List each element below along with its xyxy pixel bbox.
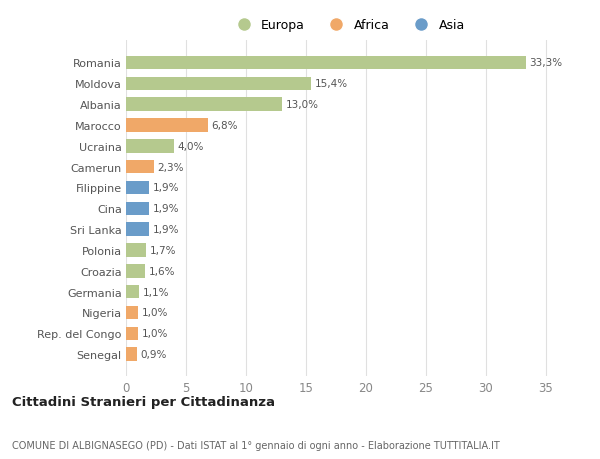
Bar (126, 327, 138, 341)
Bar (126, 202, 149, 216)
Text: 1,1%: 1,1% (143, 287, 169, 297)
Text: 2,3%: 2,3% (157, 162, 184, 172)
Bar (126, 77, 311, 91)
Text: 1,9%: 1,9% (152, 183, 179, 193)
Text: 1,7%: 1,7% (150, 246, 176, 255)
Bar (126, 306, 138, 319)
Bar (126, 140, 174, 153)
Bar (126, 98, 282, 112)
Text: 15,4%: 15,4% (314, 79, 347, 89)
Bar (126, 264, 145, 278)
Legend: Europa, Africa, Asia: Europa, Africa, Asia (226, 14, 470, 37)
Text: COMUNE DI ALBIGNASEGO (PD) - Dati ISTAT al 1° gennaio di ogni anno - Elaborazion: COMUNE DI ALBIGNASEGO (PD) - Dati ISTAT … (12, 440, 500, 450)
Bar (126, 119, 208, 133)
Bar (126, 161, 154, 174)
Bar (126, 181, 149, 195)
Bar (126, 56, 526, 70)
Text: 0,9%: 0,9% (140, 349, 167, 359)
Text: 1,0%: 1,0% (142, 308, 168, 318)
Text: 6,8%: 6,8% (211, 121, 238, 131)
Text: 1,6%: 1,6% (149, 266, 175, 276)
Bar (126, 285, 139, 299)
Text: 1,0%: 1,0% (142, 329, 168, 339)
Text: 1,9%: 1,9% (152, 224, 179, 235)
Bar (126, 244, 146, 257)
Text: 1,9%: 1,9% (152, 204, 179, 214)
Text: 13,0%: 13,0% (286, 100, 319, 110)
Text: 4,0%: 4,0% (178, 141, 204, 151)
Text: 33,3%: 33,3% (529, 58, 562, 68)
Bar (126, 347, 137, 361)
Bar (126, 223, 149, 236)
Text: Cittadini Stranieri per Cittadinanza: Cittadini Stranieri per Cittadinanza (12, 396, 275, 409)
